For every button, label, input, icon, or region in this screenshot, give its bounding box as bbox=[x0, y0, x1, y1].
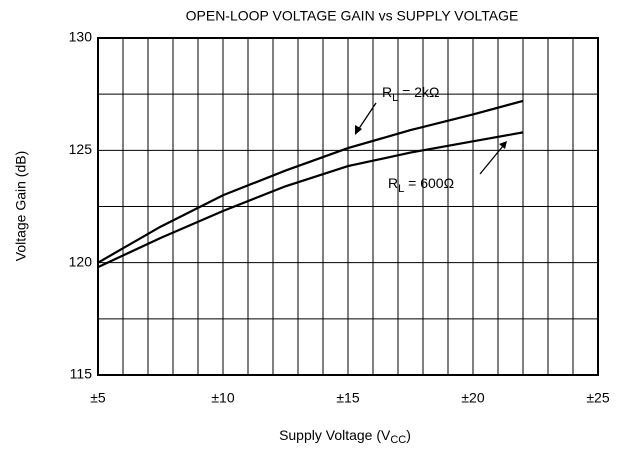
annotation-part: R bbox=[388, 175, 398, 191]
annotation-part: = 2kΩ bbox=[398, 84, 439, 100]
x-axis-label-part: ) bbox=[406, 427, 411, 443]
y-tick-label: 115 bbox=[70, 366, 93, 382]
y-axis-label: Voltage Gain (dB) bbox=[13, 151, 29, 262]
annotation: RL = 2kΩ bbox=[382, 84, 439, 104]
x-tick-label: ±15 bbox=[336, 390, 359, 406]
x-axis-label-part: Supply Voltage (V bbox=[279, 427, 391, 443]
x-tick-label: ±5 bbox=[90, 390, 106, 406]
x-tick-label: ±20 bbox=[461, 390, 484, 406]
annotation-sub: L bbox=[398, 183, 404, 195]
annotation-part: = 600Ω bbox=[404, 175, 454, 191]
x-tick-label: ±25 bbox=[586, 390, 609, 406]
series-line bbox=[97, 131, 524, 269]
x-tick-label: ±10 bbox=[211, 390, 234, 406]
y-tick-label: 125 bbox=[69, 141, 93, 157]
x-axis-label-sub: CC bbox=[390, 434, 406, 446]
y-tick-label: 120 bbox=[69, 253, 93, 269]
chart-title: OPEN-LOOP VOLTAGE GAIN vs SUPPLY VOLTAGE bbox=[186, 8, 519, 24]
x-axis-label: Supply Voltage (VCC) bbox=[279, 427, 411, 446]
annotation-part: R bbox=[382, 84, 392, 100]
annotation-sub: L bbox=[392, 92, 398, 104]
annotation: RL = 600Ω bbox=[388, 175, 454, 195]
series-line bbox=[97, 99, 524, 264]
arrow bbox=[479, 141, 507, 175]
y-tick-label: 130 bbox=[69, 29, 93, 45]
